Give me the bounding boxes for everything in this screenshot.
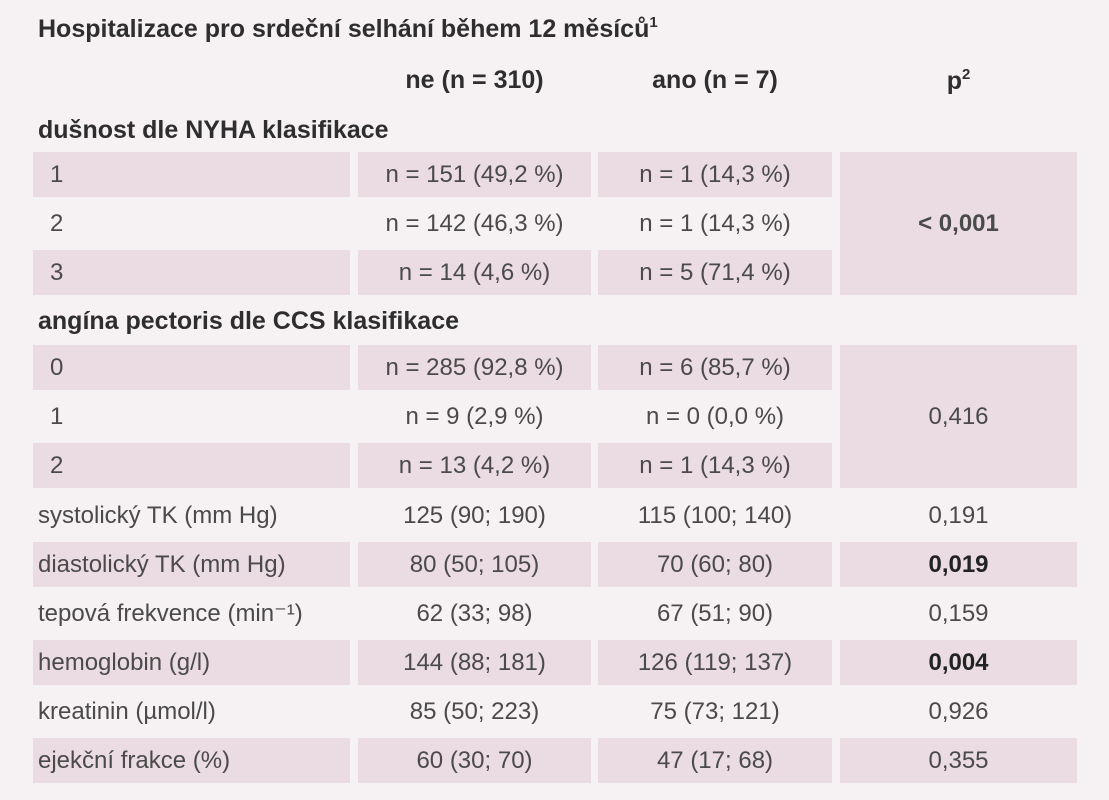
row-ne-systolic: 125 (90; 190) (403, 502, 546, 529)
row-label-heart-rate: tepová frekvence (min⁻¹) (38, 600, 303, 627)
row-ano-hemoglobin: 126 (119; 137) (598, 640, 832, 685)
row-ne-creatinine: 85 (50; 223) (409, 698, 540, 725)
nyha-row-ne: n = 142 (46,3 %) (385, 210, 564, 237)
nyha-row-label: 3 (33, 250, 350, 295)
col-header-p-text: p (946, 67, 962, 95)
ccs-p-value: 0,416 (840, 345, 1077, 488)
row-label-ejection-fraction: ejekční frakce (%) (33, 738, 350, 783)
row-p-heart-rate: 0,159 (928, 600, 989, 627)
col-header-p: p2 (840, 66, 1077, 96)
row-label-hemoglobin: hemoglobin (g/l) (33, 640, 350, 685)
table-title-text: Hospitalizace pro srdeční selhání během … (38, 15, 650, 43)
row-label-creatinine: kreatinin (µmol/l) (38, 698, 216, 725)
ccs-row-ne: n = 285 (92,8 %) (358, 345, 591, 390)
row-p-systolic: 0,191 (928, 502, 989, 529)
section-nyha-header: dušnost dle NYHA klasifikace (38, 116, 389, 144)
row-ano-systolic: 115 (100; 140) (637, 502, 793, 529)
nyha-row-ano: n = 1 (14,3 %) (598, 152, 832, 197)
ccs-row-ano: n = 1 (14,3 %) (598, 443, 832, 488)
nyha-row-ne: n = 151 (49,2 %) (358, 152, 591, 197)
section-ccs-header: angína pectoris dle CCS klasifikace (38, 307, 459, 335)
row-p-diastolic: 0,019 (840, 542, 1077, 587)
ccs-row-ne: n = 13 (4,2 %) (358, 443, 591, 488)
title-footnote-marker: 1 (649, 14, 658, 31)
row-ano-ejection-fraction: 47 (17; 68) (598, 738, 832, 783)
nyha-row-label: 2 (50, 210, 64, 237)
ccs-row-label: 2 (33, 443, 350, 488)
row-p-hemoglobin: 0,004 (840, 640, 1077, 685)
ccs-row-ano: n = 6 (85,7 %) (598, 345, 832, 390)
row-p-ejection-fraction: 0,355 (840, 738, 1077, 783)
table-title: Hospitalizace pro srdeční selhání během … (38, 14, 658, 44)
row-ne-heart-rate: 62 (33; 98) (416, 600, 533, 627)
ccs-row-label: 0 (33, 345, 350, 390)
nyha-row-ne: n = 14 (4,6 %) (358, 250, 591, 295)
ccs-row-ne: n = 9 (2,9 %) (405, 403, 544, 430)
row-ne-ejection-fraction: 60 (30; 70) (358, 738, 591, 783)
nyha-row-label: 1 (33, 152, 350, 197)
nyha-p-value: < 0,001 (840, 152, 1077, 295)
p-footnote-marker: 2 (961, 66, 971, 83)
row-ano-diastolic: 70 (60; 80) (598, 542, 832, 587)
row-ano-heart-rate: 67 (51; 90) (656, 600, 774, 627)
row-ne-hemoglobin: 144 (88; 181) (358, 640, 591, 685)
row-ano-creatinine: 75 (73; 121) (650, 698, 780, 725)
row-p-creatinine: 0,926 (928, 698, 989, 725)
row-label-systolic: systolický TK (mm Hg) (38, 502, 278, 529)
row-ne-diastolic: 80 (50; 105) (358, 542, 591, 587)
nyha-row-ano: n = 1 (14,3 %) (639, 210, 791, 237)
row-label-diastolic: diastolický TK (mm Hg) (33, 542, 350, 587)
col-header-ano: ano (n = 7) (652, 66, 778, 94)
ccs-row-ano: n = 0 (0,0 %) (645, 403, 785, 430)
nyha-row-ano: n = 5 (71,4 %) (598, 250, 832, 295)
col-header-ne: ne (n = 310) (405, 66, 544, 94)
ccs-row-label: 1 (50, 403, 64, 430)
